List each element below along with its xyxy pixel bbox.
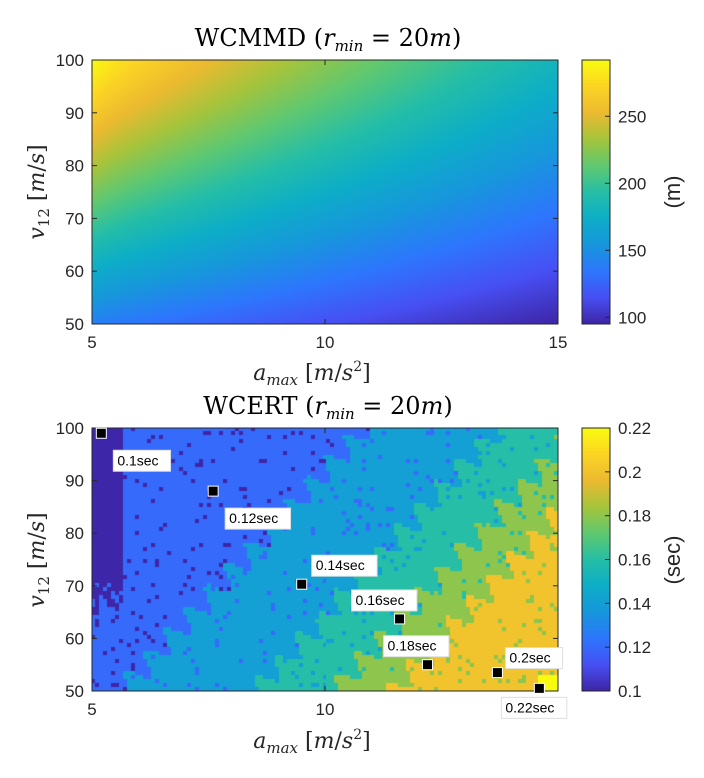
annotation-marker <box>207 485 219 497</box>
annotation-marker <box>394 613 406 625</box>
colorbar-tick-label: 0.2 <box>618 463 642 482</box>
colorbar-tick-label: 200 <box>618 174 646 193</box>
colorbar-tick-label: 0.22 <box>618 419 651 438</box>
y-tick-label: 60 <box>65 262 84 281</box>
annotation-box <box>311 554 378 577</box>
chart-bottom-title: WCERT (rmin = 20m) <box>203 392 452 423</box>
chart-top: WCMMD (rmin = 20m) 5 10 15 50 60 70 80 90 100 am… <box>25 24 685 389</box>
y-tick-label: 70 <box>65 209 84 228</box>
x-axis-label-top: amax [m/s2] <box>253 359 370 389</box>
annotation-box <box>112 449 172 472</box>
heatmap-top <box>92 60 558 324</box>
y-tick-label: 60 <box>65 629 84 648</box>
y-tick-label: 80 <box>65 157 84 176</box>
annotation-box <box>351 589 418 612</box>
annotation-box <box>500 696 568 719</box>
y-tick-label: 100 <box>56 419 84 438</box>
colorbar-ticks-top: 100 150 200 250 <box>605 107 646 327</box>
y-tick-label: 90 <box>65 104 84 123</box>
annotation-marker <box>95 427 107 439</box>
colorbar-tick-label: 0.14 <box>618 594 651 613</box>
y-tick-label: 80 <box>65 524 84 543</box>
x-tick-label: 5 <box>87 700 96 719</box>
x-axis-label-bottom: amax [m/s2] <box>253 727 370 757</box>
colorbar-tick-label: 0.1 <box>618 682 642 701</box>
annotation-box <box>504 647 564 670</box>
colorbar-tick-label: 0.16 <box>618 551 651 570</box>
x-tick-label: 10 <box>316 700 335 719</box>
chart-top-title: WCMMD (rmin = 20m) <box>195 24 462 55</box>
annotation-label: 0.14sec <box>316 557 365 573</box>
annotation-box <box>383 635 450 658</box>
colorbar-tick-label: 100 <box>618 308 646 327</box>
y-tick-label: 50 <box>65 315 84 334</box>
colorbar-tick-label: 150 <box>618 241 646 260</box>
annotation-marker <box>533 682 545 694</box>
colorbar-tick-label: 0.12 <box>618 638 651 657</box>
axes-top: 5 10 15 50 60 70 80 90 100 <box>56 51 568 352</box>
colorbar-frame-top <box>581 59 611 325</box>
annotation-label: 0.12sec <box>229 510 278 526</box>
y-tick-label: 50 <box>65 682 84 701</box>
y-tick-label: 100 <box>56 51 84 70</box>
y-tick-label: 70 <box>65 577 84 596</box>
colorbar-tick-label: 250 <box>618 107 646 126</box>
annotation-label: 0.16sec <box>356 592 405 608</box>
colorbar-tick-label: 0.18 <box>618 507 651 526</box>
y-axis-label-top: v12 [m/s] <box>25 144 53 239</box>
colorbar-label-top: (m) <box>660 176 685 209</box>
annotations-bottom: 0.1sec 0.12sec 0.14sec 0.16sec 0.18sec 0.2sec… <box>95 427 568 719</box>
y-axis-label-bottom: v12 [m/s] <box>25 512 53 607</box>
annotation-label: 0.1sec <box>117 452 158 468</box>
annotation-marker <box>296 578 308 590</box>
colorbar-ticks-bottom: 0.1 0.12 0.14 0.16 0.18 0.2 0.22 <box>605 419 651 701</box>
colorbar-top <box>582 60 610 324</box>
x-tick-label: 15 <box>549 333 568 352</box>
x-tick-label: 5 <box>87 333 96 352</box>
y-tick-label: 90 <box>65 472 84 491</box>
annotation-marker <box>491 667 503 679</box>
annotation-label: 0.18sec <box>388 638 437 654</box>
annotation-label: 0.2sec <box>509 650 550 666</box>
annotation-marker <box>422 659 434 671</box>
colorbar-label-bottom: (sec) <box>660 536 685 585</box>
annotation-label: 0.22sec <box>505 699 554 715</box>
annotation-box <box>224 507 292 530</box>
x-tick-label: 10 <box>316 333 335 352</box>
